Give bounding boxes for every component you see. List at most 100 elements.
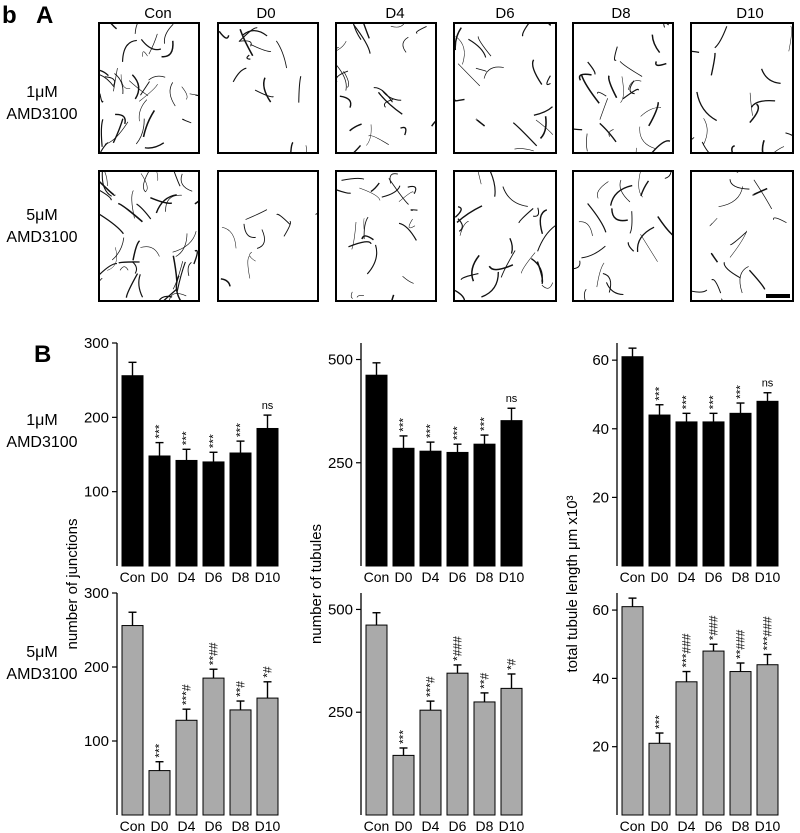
1uM-length-ytick-label-2: 60 bbox=[592, 352, 609, 369]
micrograph-1um-d6 bbox=[453, 22, 557, 154]
5uM-junctions-annotation-d0: *** bbox=[153, 743, 167, 757]
5uM-tubules-bar-con bbox=[365, 624, 388, 816]
5uM-length-bar-d4 bbox=[675, 681, 698, 816]
1uM-tubules-annotation-d0: *** bbox=[397, 418, 411, 432]
5uM-junctions-bar-d0 bbox=[148, 770, 171, 816]
5uM-length-xtick-label-d0: D0 bbox=[651, 818, 669, 833]
row-label-5um-drug: AMD3100 bbox=[6, 229, 78, 246]
5uM-length-annotation-d6: *### bbox=[707, 615, 721, 640]
1uM-length-xtick-label-d0: D0 bbox=[651, 569, 669, 585]
5uM-junctions-xtick-label-d10: D10 bbox=[255, 818, 281, 833]
5uM-junctions-bar-d4 bbox=[175, 719, 198, 816]
5uM-junctions-ytick-label-2: 300 bbox=[84, 585, 109, 602]
1uM-length-bar-con bbox=[621, 356, 644, 567]
micrograph-5um-d8 bbox=[572, 170, 674, 302]
row-label-1um-dose: 1μM bbox=[26, 84, 58, 101]
5uM-tubules-xtick-label-d0: D0 bbox=[395, 818, 413, 833]
5uM-junctions-xtick-label-d8: D8 bbox=[232, 818, 250, 833]
1uM-tubules-annotation-d10: ns bbox=[506, 393, 518, 405]
col-label-d4: D4 bbox=[385, 5, 405, 22]
5uM-junctions-ylabel: number of junctions bbox=[64, 519, 81, 650]
5uM-junctions-xtick-label-con: Con bbox=[120, 818, 146, 833]
5uM-junctions-bar-con bbox=[121, 625, 144, 816]
5uM-tubules-xtick-label-d8: D8 bbox=[476, 818, 494, 833]
5uM-tubules-annotation-d8: **# bbox=[478, 673, 492, 689]
1uM-tubules-xtick-label-d4: D4 bbox=[422, 569, 440, 585]
1uM-junctions-xtick-label-d4: D4 bbox=[178, 569, 196, 585]
1uM-tubules-xtick-label-con: Con bbox=[364, 569, 390, 585]
micrograph-5um-con bbox=[98, 170, 200, 302]
5uM-tubules-ytick-label-0: 250 bbox=[328, 704, 353, 721]
1uM-length-xtick-label-d10: D10 bbox=[755, 569, 781, 585]
1uM-junctions-xtick-label-d8: D8 bbox=[232, 569, 250, 585]
5uM-tubules-bar-d6 bbox=[446, 672, 469, 816]
5uM-tubules-annotation-d4: ***# bbox=[424, 676, 438, 697]
5uM-junctions-xtick-label-d6: D6 bbox=[205, 818, 223, 833]
5uM-junctions-xtick-label-d0: D0 bbox=[151, 818, 169, 833]
5uM-length-annotation-d8: **### bbox=[734, 629, 748, 659]
1uM-length-annotation-d10: ns bbox=[762, 378, 774, 390]
1uM-junctions-ytick-label-0: 100 bbox=[84, 484, 109, 501]
5uM-length-annotation-d10: ***### bbox=[761, 616, 775, 650]
5uM-length-xtick-label-con: Con bbox=[620, 818, 646, 833]
5uM-junctions-ytick-label-1: 200 bbox=[84, 659, 109, 676]
5uM-tubules-annotation-d6: *### bbox=[451, 636, 465, 661]
1uM-tubules-xtick-label-d6: D6 bbox=[449, 569, 467, 585]
5uM-length-bar-con bbox=[621, 606, 644, 816]
1uM-tubules-bar-d6 bbox=[446, 451, 469, 567]
5uM-junctions-annotation-d10: *# bbox=[261, 666, 275, 678]
5uM-length-xtick-label-d8: D8 bbox=[732, 818, 750, 833]
1uM-tubules-annotation-d8: *** bbox=[478, 417, 492, 431]
1uM-length-annotation-d8: *** bbox=[734, 385, 748, 399]
1uM-junctions-bar-d8 bbox=[229, 452, 252, 567]
1uM-junctions-annotation-d4: *** bbox=[180, 431, 194, 445]
1uM-tubules-ytick-label-0: 250 bbox=[328, 455, 353, 472]
5uM-junctions-bar-d8 bbox=[229, 709, 252, 816]
1uM-junctions-xtick-label-d10: D10 bbox=[255, 569, 281, 585]
1uM-tubules-bar-con bbox=[365, 374, 388, 567]
5uM-tubules-ytick-label-1: 500 bbox=[328, 601, 353, 618]
5uM-junctions-xtick-label-d4: D4 bbox=[178, 818, 196, 833]
micrograph-5um-d4 bbox=[335, 170, 437, 302]
1uM-length-xtick-label-d4: D4 bbox=[678, 569, 696, 585]
1uM-junctions-bar-d6 bbox=[202, 461, 225, 567]
1uM-length-bar-d10 bbox=[756, 400, 779, 567]
5uM-length-bar-d0 bbox=[648, 742, 671, 816]
row-label-1um-charts: 1μM AMD3100 bbox=[0, 410, 92, 454]
1uM-length-annotation-d6: *** bbox=[707, 395, 721, 409]
5uM-tubules-ylabel: number of tubules bbox=[308, 524, 325, 644]
5uM-tubules-bar-d0 bbox=[392, 754, 415, 816]
micrograph-1um-d0 bbox=[217, 22, 319, 154]
1uM-junctions-annotation-d6: *** bbox=[207, 434, 221, 448]
5uM-tubules-bar-d4 bbox=[419, 709, 442, 816]
row-label-5um-charts: 5μM AMD3100 bbox=[0, 642, 92, 686]
1uM-junctions-bar-d4 bbox=[175, 459, 198, 567]
row-label-5um-dose: 5μM bbox=[26, 207, 58, 224]
1uM-length-annotation-d4: *** bbox=[680, 395, 694, 409]
5uM-tubules-xtick-label-d4: D4 bbox=[422, 818, 440, 833]
micrograph-5um-d10 bbox=[690, 170, 794, 302]
1uM-junctions-bar-con bbox=[121, 375, 144, 567]
1uM-tubules-xtick-label-d8: D8 bbox=[476, 569, 494, 585]
row-label-1um-charts-drug: AMD3100 bbox=[6, 434, 78, 451]
1uM-tubules-xtick-label-d0: D0 bbox=[395, 569, 413, 585]
5uM-tubules-bar-d10 bbox=[500, 687, 523, 816]
5uM-length-bar-d8 bbox=[729, 671, 752, 816]
1uM-tubules-bar-d0 bbox=[392, 447, 415, 567]
1uM-junctions-annotation-d0: *** bbox=[153, 424, 167, 438]
5uM-length-xtick-label-d6: D6 bbox=[705, 818, 723, 833]
micrograph-5um-d0 bbox=[217, 170, 319, 302]
5uM-length-bar-d6 bbox=[702, 650, 725, 816]
5uM-junctions-ytick-label-0: 100 bbox=[84, 733, 109, 750]
row-label-5um: 5μM AMD3100 bbox=[0, 205, 92, 249]
row-label-1um-charts-dose: 1μM bbox=[26, 412, 58, 429]
1uM-tubules-annotation-d4: *** bbox=[424, 424, 438, 438]
row-label-1um: 1μM AMD3100 bbox=[0, 82, 92, 126]
1uM-tubules-bar-d8 bbox=[473, 443, 496, 567]
5uM-tubules-xtick-label-d10: D10 bbox=[499, 818, 525, 833]
micrograph-5um-d6 bbox=[453, 170, 557, 302]
5uM-junctions-annotation-d4: ***# bbox=[180, 684, 194, 705]
panel-letter-b-charts: B bbox=[34, 341, 52, 368]
row-label-1um-drug: AMD3100 bbox=[6, 106, 78, 123]
